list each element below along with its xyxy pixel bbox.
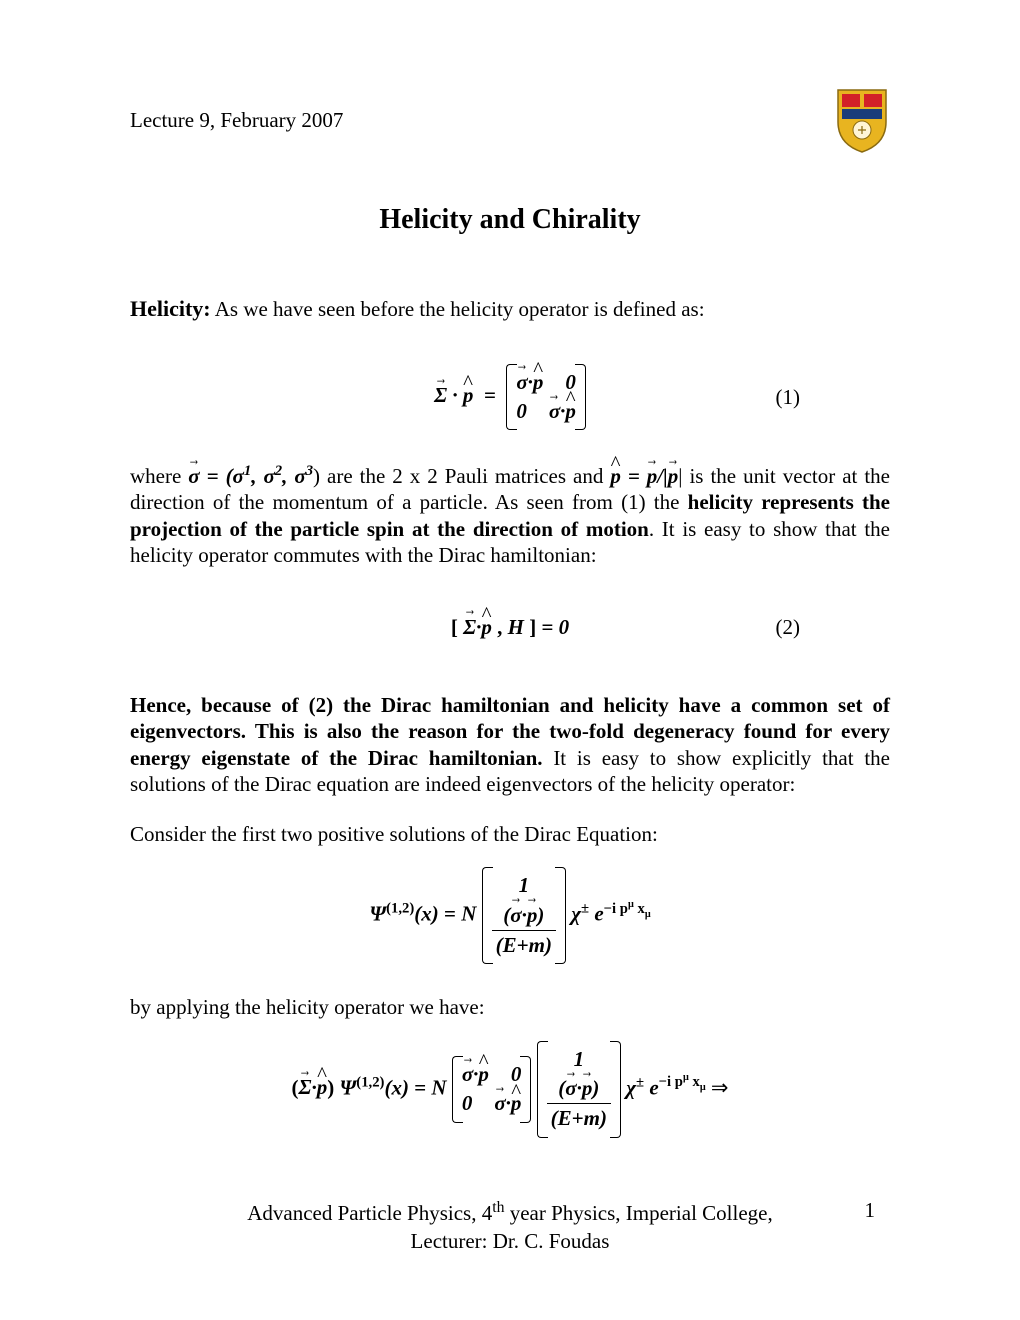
matrix-1: σ·p 0 0 σ·p bbox=[506, 364, 586, 431]
paragraph-4: by applying the helicity operator we hav… bbox=[130, 994, 890, 1020]
column-vector-3: 1 (σ·p) (E+m) bbox=[482, 867, 566, 964]
institution-crest-icon bbox=[834, 88, 890, 154]
header-row: Lecture 9, February 2007 bbox=[130, 88, 890, 154]
column-vector-4: 1 (σ·p) (E+m) bbox=[537, 1041, 621, 1138]
equation-1-row: Σ · p = σ·p 0 0 σ·p (1) bbox=[130, 362, 890, 432]
equation-3: Ψ(1,2)(x) = N 1 (σ·p) (E+m) χ± e−i pμ xμ bbox=[369, 867, 650, 964]
helicity-intro-text: As we have seen before the helicity oper… bbox=[211, 297, 705, 321]
helicity-section-intro: Helicity: As we have seen before the hel… bbox=[130, 296, 890, 322]
lecture-label: Lecture 9, February 2007 bbox=[130, 108, 343, 133]
paragraph-1: where σ = (σ1, σ2, σ3) are the 2 x 2 Pau… bbox=[130, 462, 890, 568]
equation-4: (Σ·p) Ψ(1,2)(x) = N σ·p 0 0 σ·p bbox=[291, 1041, 728, 1138]
equation-3-row: Ψ(1,2)(x) = N 1 (σ·p) (E+m) χ± e−i pμ xμ bbox=[130, 867, 890, 964]
helicity-label: Helicity: bbox=[130, 296, 211, 321]
page-title: Helicity and Chirality bbox=[130, 204, 890, 236]
page-footer: Advanced Particle Physics, 4th year Phys… bbox=[0, 1198, 1020, 1255]
equation-2: [ Σ·p , H ] = 0 bbox=[451, 615, 569, 640]
equation-1: Σ · p = σ·p 0 0 σ·p bbox=[434, 364, 586, 431]
page-container: Lecture 9, February 2007 Helicity and Ch… bbox=[0, 0, 1020, 1320]
page-number: 1 bbox=[865, 1198, 876, 1223]
equation-1-number: (1) bbox=[776, 385, 801, 410]
p-hat: p bbox=[463, 383, 474, 408]
equation-4-row: (Σ·p) Ψ(1,2)(x) = N σ·p 0 0 σ·p bbox=[130, 1041, 890, 1138]
equation-2-row: [ Σ·p , H ] = 0 (2) bbox=[130, 592, 890, 662]
matrix-4a: σ·p 0 0 σ·p bbox=[452, 1056, 532, 1123]
equation-2-number: (2) bbox=[776, 615, 801, 640]
paragraph-2: Hence, because of (2) the Dirac hamilton… bbox=[130, 692, 890, 797]
footer-text: Advanced Particle Physics, 4th year Phys… bbox=[247, 1198, 772, 1255]
paragraph-3: Consider the first two positive solution… bbox=[130, 821, 890, 847]
sigma-cap-vec: Σ bbox=[434, 383, 447, 408]
